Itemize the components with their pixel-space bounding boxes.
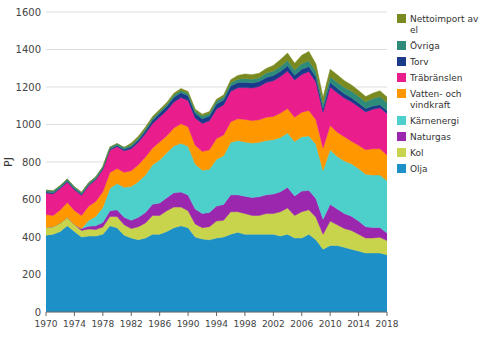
legend-label-line: Nettoimport av [410, 14, 479, 24]
areas [46, 51, 387, 312]
x-tick-label: 2010 [319, 319, 342, 329]
legend-label-line: Träbränslen [409, 73, 462, 83]
y-tick-label: 600 [22, 194, 41, 205]
x-tick [387, 312, 388, 316]
x-tick [131, 312, 132, 316]
legend-swatch [397, 57, 406, 66]
legend-label: Träbränslen [409, 73, 462, 83]
legend-label: Nettoimport avel [410, 14, 479, 35]
y-tick-label: 1600 [16, 7, 41, 18]
legend-label: Kol [410, 148, 423, 158]
grid-line [46, 12, 387, 13]
legend-label-line: Olja [410, 164, 428, 174]
x-tick-label: 1994 [205, 319, 228, 329]
legend-swatch [397, 116, 406, 125]
legend-label-line: vindkraft [410, 100, 451, 110]
y-tick-label: 200 [22, 269, 41, 280]
y-tick-label: 400 [22, 232, 41, 243]
x-tick-label: 2018 [376, 319, 399, 329]
x-tick-label: 1990 [177, 319, 200, 329]
x-tick-label: 1982 [120, 319, 143, 329]
y-tick-label: 1000 [16, 119, 41, 130]
grid [46, 12, 387, 312]
legend-label-line: Torv [409, 57, 429, 67]
legend-swatch [397, 148, 406, 157]
x-tick-label: 1974 [63, 319, 86, 329]
y-tick-label: 800 [22, 157, 41, 168]
legend-label: Övriga [410, 41, 440, 51]
x-tick [159, 312, 160, 316]
area [46, 71, 387, 215]
legend-swatch [397, 73, 406, 82]
legend-swatch [397, 132, 406, 141]
x-tick [358, 312, 359, 316]
x-tick [46, 312, 47, 316]
x-tick [188, 312, 189, 316]
x-tick [102, 312, 103, 316]
y-tick-label: 0 [35, 307, 41, 318]
x-tick [74, 312, 75, 316]
x-tick-label: 2014 [347, 319, 370, 329]
legend-label: Naturgas [410, 132, 451, 142]
legend: Nettoimport avel Övriga Torv Träbränslen Vat… [397, 14, 479, 174]
x-tick-label: 1970 [35, 319, 58, 329]
x-tick [330, 312, 331, 316]
legend-swatch [397, 89, 406, 98]
legend-label: Kärnenergi [410, 116, 459, 126]
legend-label: Vatten- ochvindkraft [410, 89, 462, 110]
x-tick-label: 1998 [233, 319, 256, 329]
chart: 0 200 400 600 800 1000 1200 1400 1600 1970 1974 197… [0, 0, 491, 340]
y-tick-label: 1400 [16, 44, 41, 55]
x-tick [216, 312, 217, 316]
x-tick-label: 1986 [148, 319, 171, 329]
y-axis-label: PJ [2, 157, 15, 167]
legend-swatch [397, 41, 406, 50]
legend-label-line: Naturgas [410, 132, 451, 142]
x-tick-label: 1978 [91, 319, 114, 329]
x-tick [273, 312, 274, 316]
legend-label-line: el [410, 25, 418, 35]
legend-label: Olja [410, 164, 428, 174]
chart-container: 0 200 400 600 800 1000 1200 1400 1600 1970 1974 197… [0, 0, 491, 340]
x-tick [244, 312, 245, 316]
legend-swatch [397, 14, 406, 23]
legend-label-line: Övriga [410, 41, 440, 51]
y-tick-label: 1200 [16, 82, 41, 93]
area [46, 51, 387, 192]
legend-swatch [397, 164, 406, 173]
legend-label-line: Vatten- och [410, 89, 462, 99]
legend-label: Torv [409, 57, 429, 67]
x-tick-label: 2006 [290, 319, 313, 329]
legend-label-line: Kol [410, 148, 423, 158]
grid-line [46, 49, 387, 50]
x-tick [301, 312, 302, 316]
x-tick-label: 2002 [262, 319, 285, 329]
legend-label-line: Kärnenergi [410, 116, 459, 126]
